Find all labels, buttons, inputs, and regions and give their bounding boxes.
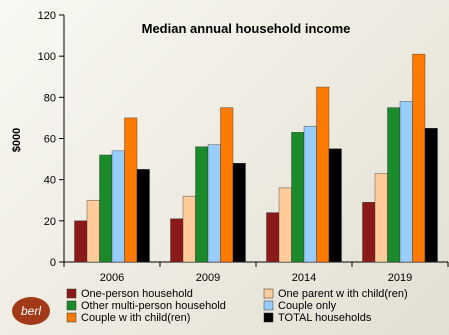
bar — [374, 173, 388, 263]
berl-logo-text: berl — [21, 304, 41, 318]
legend-swatch — [263, 288, 274, 299]
bar — [266, 212, 280, 263]
berl-logo: berl — [12, 297, 50, 325]
y-tick-label: 0 — [50, 257, 56, 269]
legend-item: TOTAL households — [263, 312, 372, 324]
y-tick-label: 60 — [44, 134, 56, 146]
bar — [316, 86, 330, 263]
legend-swatch — [66, 288, 77, 299]
y-tick-label: 20 — [44, 216, 56, 228]
bar — [207, 144, 221, 263]
bar — [111, 150, 125, 263]
bar — [195, 146, 209, 263]
legend-label: Couple only — [278, 300, 337, 312]
legend-label: Other multi-person household — [81, 300, 226, 312]
x-tick-label: 2006 — [100, 272, 124, 284]
legend-swatch — [66, 312, 77, 323]
bar — [278, 187, 292, 263]
bar — [387, 107, 401, 263]
legend-swatch — [263, 312, 274, 323]
bar — [86, 200, 100, 263]
legend-item: Couple w ith child(ren) — [66, 312, 190, 324]
bar — [136, 169, 150, 263]
x-tick-label: 2009 — [196, 272, 220, 284]
y-axis-label: $000 — [11, 128, 23, 152]
legend-label: Couple w ith child(ren) — [81, 312, 190, 324]
legend-item: Couple only — [263, 300, 337, 312]
bar — [424, 128, 438, 263]
bar — [74, 220, 88, 263]
legend-swatch — [263, 300, 274, 311]
bar — [220, 107, 234, 263]
x-tick-label: 2019 — [388, 272, 412, 284]
bar — [182, 195, 196, 263]
chart-title: Median annual household income — [142, 21, 351, 36]
bar — [303, 125, 317, 263]
bar — [99, 154, 113, 263]
legend-label: One parent w ith child(ren) — [278, 288, 408, 300]
y-tick-label: 100 — [38, 51, 56, 63]
legend-label: One-person household — [81, 288, 193, 300]
x-tick-label: 2014 — [292, 272, 316, 284]
bar — [328, 148, 342, 263]
y-tick-label: 40 — [44, 175, 56, 187]
bar — [291, 132, 305, 263]
legend-item: One parent w ith child(ren) — [263, 288, 408, 300]
bar — [170, 218, 184, 263]
y-tick-label: 120 — [38, 10, 56, 22]
legend-item: One-person household — [66, 288, 193, 300]
legend-label: TOTAL households — [278, 312, 372, 324]
legend-item: Other multi-person household — [66, 300, 226, 312]
bar — [232, 162, 246, 263]
bar — [124, 117, 138, 263]
bar — [412, 53, 426, 263]
legend-swatch — [66, 300, 77, 311]
bar — [399, 101, 413, 263]
bar — [362, 202, 376, 263]
y-tick-label: 80 — [44, 92, 56, 104]
